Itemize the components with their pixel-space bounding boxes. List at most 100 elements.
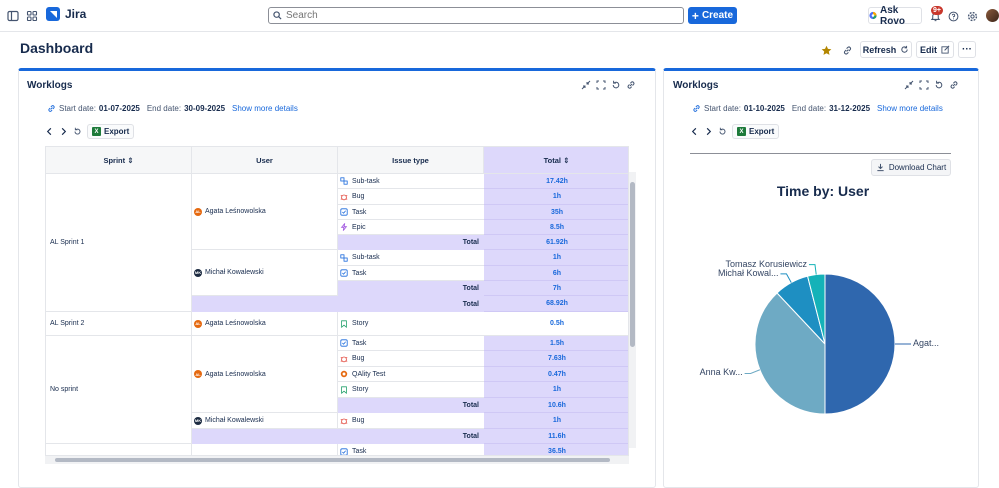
total-cell: 17.42h: [484, 174, 628, 189]
total-cell: 1.5h: [484, 336, 628, 351]
chevron-right-icon[interactable]: [59, 127, 68, 136]
notifications-badge: 9+: [931, 6, 943, 15]
reload-icon[interactable]: [934, 80, 944, 90]
issue-type-cell: Epic: [338, 220, 484, 235]
star-icon[interactable]: [816, 40, 836, 60]
issue-type-cell: QAlity Test: [338, 367, 484, 382]
chevron-right-icon[interactable]: [704, 127, 713, 136]
issue-type-cell: Bug: [338, 189, 484, 205]
date-range: Start date: 01-10-2025 End date: 31-12-2…: [692, 104, 943, 113]
subtotal-label: Total: [338, 398, 484, 413]
download-icon: [877, 163, 884, 172]
issue-type-cell: Bug: [338, 413, 484, 429]
total-cell: 6h: [484, 266, 628, 281]
reload-icon[interactable]: [73, 127, 82, 136]
link-icon[interactable]: [837, 40, 857, 60]
pie-slice[interactable]: [806, 273, 826, 345]
jira-logo-icon: [46, 7, 60, 21]
chart-title: Time by: User: [776, 183, 870, 199]
issue-type-cell: Task: [338, 205, 484, 220]
export-button[interactable]: X Export: [87, 124, 135, 139]
pie-slice-label: Anna Kw...: [699, 367, 743, 378]
date-range: Start date: 01-07-2025 End date: 30-09-2…: [47, 104, 298, 113]
vertical-scrollbar[interactable]: [629, 172, 636, 448]
subtask-icon: [340, 253, 348, 262]
end-date: 30-09-2025: [184, 104, 226, 113]
minimize-icon[interactable]: [904, 80, 914, 90]
link-icon[interactable]: [949, 80, 959, 90]
total-cell: 7.63h: [484, 351, 628, 367]
pie-leader-line: [744, 369, 761, 374]
total-cell: 1h: [484, 382, 628, 398]
horizontal-scrollbar[interactable]: [45, 456, 629, 464]
excel-icon: X: [737, 127, 746, 136]
pie-slice-label: Agat...: [913, 338, 940, 348]
download-chart-button[interactable]: Download Chart: [871, 159, 951, 176]
fullscreen-icon[interactable]: [596, 80, 606, 90]
total-cell: 11.6h: [484, 429, 628, 444]
link-icon: [48, 105, 55, 112]
total-cell: 8.5h: [484, 220, 628, 235]
page-title: Dashboard: [20, 40, 94, 56]
reload-icon[interactable]: [611, 80, 621, 90]
user-avatar[interactable]: [986, 9, 999, 22]
pie-slice[interactable]: [824, 273, 896, 415]
chevron-left-icon[interactable]: [45, 127, 54, 136]
settings-gear-icon[interactable]: [962, 6, 982, 26]
sprint-total-label: Total: [192, 429, 484, 444]
show-more-details-link[interactable]: Show more details: [232, 104, 298, 113]
bug-icon: [340, 356, 348, 362]
worklogs-table: Sprint ⇕ User Issue type Total ⇕ AL Spri…: [45, 146, 629, 456]
more-actions-button[interactable]: ···: [958, 41, 976, 58]
show-more-details-link[interactable]: Show more details: [877, 104, 943, 113]
avatar: MK: [194, 268, 202, 277]
scrollbar-thumb[interactable]: [630, 182, 635, 347]
user-cell: [192, 444, 338, 455]
user-cell: MK Michał Kowalewski: [192, 413, 338, 429]
create-button[interactable]: + Create: [688, 7, 737, 24]
end-date: 31-12-2025: [829, 104, 871, 113]
ask-rovo-button[interactable]: Ask Rovo: [868, 5, 922, 27]
avatar: AL: [194, 319, 202, 328]
gadget-title: Worklogs: [27, 80, 73, 91]
edit-button[interactable]: Edit: [916, 41, 954, 58]
fullscreen-icon[interactable]: [919, 80, 929, 90]
pie-chart: [744, 264, 911, 415]
export-button[interactable]: X Export: [732, 124, 780, 139]
jira-logo[interactable]: Jira: [46, 7, 86, 21]
issue-type-cell: Task: [338, 266, 484, 281]
scrollbar-thumb[interactable]: [55, 458, 610, 462]
table-toolbar: X Export: [45, 124, 135, 139]
gadget-toolbar: [581, 80, 636, 90]
avatar: AL: [194, 370, 202, 378]
bug-icon: [340, 418, 348, 424]
pie-leader-line: [808, 264, 817, 275]
pie-slice-label: Tomasz Korusiewicz: [725, 258, 807, 269]
app-switcher-icon[interactable]: [22, 6, 42, 26]
search-box[interactable]: [268, 7, 684, 24]
minimize-icon[interactable]: [581, 80, 591, 90]
sidebar-toggle-icon[interactable]: [3, 6, 23, 26]
search-input[interactable]: [286, 10, 666, 21]
column-header-user: User: [192, 147, 338, 174]
task-icon: [340, 447, 348, 455]
column-header-total[interactable]: Total ⇕: [484, 147, 628, 174]
chevron-left-icon[interactable]: [690, 127, 699, 136]
epic-icon: [340, 223, 348, 231]
refresh-icon: [901, 45, 908, 53]
user-cell: AL Agata Leśnowolska: [192, 336, 338, 413]
sprint-cell: [46, 444, 192, 455]
link-icon[interactable]: [626, 80, 636, 90]
refresh-button[interactable]: Refresh: [860, 41, 912, 58]
story-icon: [341, 319, 347, 328]
pie-slice[interactable]: [754, 292, 826, 415]
issue-type-cell: Story: [338, 382, 484, 398]
sort-icon: ⇕: [127, 155, 134, 165]
sprint-cell: AL Sprint 2: [46, 312, 192, 336]
subtotal-label: Total: [338, 235, 484, 250]
help-icon[interactable]: [943, 6, 963, 26]
table-toolbar: X Export: [690, 124, 780, 139]
reload-icon[interactable]: [718, 127, 727, 136]
issue-type-cell: Sub-task: [338, 250, 484, 266]
column-header-sprint[interactable]: Sprint ⇕: [46, 147, 192, 174]
